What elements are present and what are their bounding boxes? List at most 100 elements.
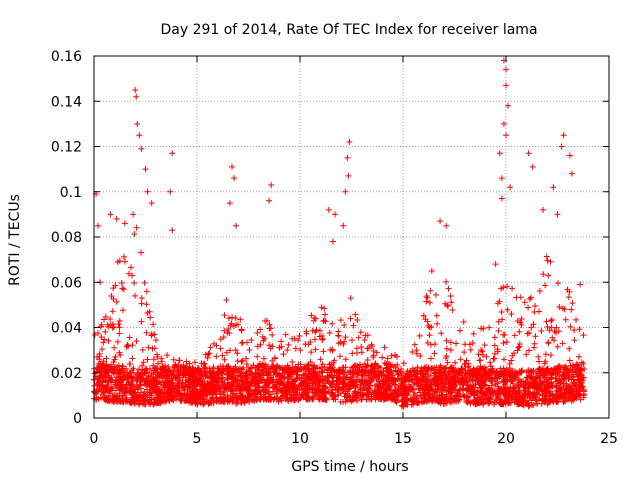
data-point <box>260 355 267 362</box>
data-point <box>226 315 233 322</box>
data-point <box>523 401 530 408</box>
data-point <box>104 397 111 404</box>
data-point <box>549 334 556 341</box>
data-point <box>133 393 140 400</box>
data-point <box>298 391 305 398</box>
data-point <box>528 324 535 331</box>
data-point <box>503 66 509 73</box>
data-point <box>538 400 545 407</box>
data-point <box>376 385 383 392</box>
data-point <box>376 392 383 399</box>
data-point <box>170 356 177 363</box>
data-point <box>424 318 431 325</box>
data-point <box>361 336 368 343</box>
data-point <box>418 395 425 402</box>
data-point <box>162 371 169 378</box>
data-point <box>409 349 416 356</box>
data-point <box>530 321 537 328</box>
data-point <box>394 371 401 378</box>
data-point <box>333 368 340 375</box>
data-point <box>144 188 151 195</box>
data-point <box>190 389 197 396</box>
data-point <box>238 385 245 392</box>
data-point <box>232 315 239 322</box>
data-point <box>423 293 430 300</box>
data-point <box>211 384 218 391</box>
data-point <box>240 364 247 371</box>
data-point <box>496 150 503 157</box>
data-point <box>438 377 445 384</box>
data-point <box>175 372 182 379</box>
data-point <box>503 82 509 89</box>
data-point <box>219 352 226 359</box>
data-point <box>210 399 217 406</box>
data-point <box>411 390 418 397</box>
data-point <box>532 333 539 340</box>
data-point <box>568 306 575 313</box>
data-point <box>392 376 399 383</box>
data-point <box>503 132 509 139</box>
data-point <box>143 288 150 295</box>
grid-layer <box>94 56 609 418</box>
data-point <box>435 366 442 373</box>
data-point <box>234 383 241 390</box>
data-point <box>229 163 236 170</box>
data-point <box>132 292 139 299</box>
data-point <box>497 365 504 372</box>
data-point <box>507 184 514 191</box>
data-point <box>414 364 421 371</box>
data-point <box>554 211 561 218</box>
data-point <box>158 358 165 365</box>
data-point <box>487 369 494 376</box>
data-point <box>521 299 528 306</box>
data-point <box>453 393 460 400</box>
data-point <box>561 372 568 379</box>
data-point <box>477 373 484 380</box>
data-point <box>274 363 281 370</box>
data-point <box>199 396 206 403</box>
data-point <box>393 393 400 400</box>
data-point <box>112 353 119 360</box>
data-point <box>285 378 292 385</box>
data-point <box>184 386 191 393</box>
data-point <box>242 379 249 386</box>
data-point <box>562 373 569 380</box>
data-point <box>266 197 273 204</box>
data-point <box>118 279 125 286</box>
data-point <box>116 370 123 377</box>
data-point <box>475 351 482 358</box>
data-point <box>314 388 321 395</box>
data-point <box>344 154 351 161</box>
data-point <box>480 365 487 372</box>
data-point <box>99 377 106 384</box>
data-point <box>528 397 535 404</box>
data-point <box>452 359 459 366</box>
data-point <box>573 316 580 323</box>
data-point <box>503 338 510 345</box>
data-point <box>342 390 349 397</box>
data-point <box>277 365 284 372</box>
data-point <box>200 373 207 380</box>
data-point <box>122 388 129 395</box>
data-point <box>481 381 488 388</box>
data-point <box>477 382 484 389</box>
x-tick-label: 15 <box>394 431 412 447</box>
data-point <box>318 304 325 311</box>
data-point <box>398 402 405 409</box>
data-point <box>564 286 571 293</box>
data-point <box>543 318 550 325</box>
data-point <box>531 340 538 347</box>
data-point <box>555 387 562 394</box>
data-point <box>500 331 507 338</box>
data-point <box>444 303 451 310</box>
data-point <box>298 375 305 382</box>
data-point <box>528 392 535 399</box>
data-point <box>566 357 573 364</box>
data-point <box>254 379 261 386</box>
data-point <box>522 386 529 393</box>
data-point <box>167 188 174 195</box>
data-point <box>384 368 391 375</box>
data-point <box>190 393 197 400</box>
data-point <box>120 286 127 293</box>
data-point <box>337 317 344 324</box>
